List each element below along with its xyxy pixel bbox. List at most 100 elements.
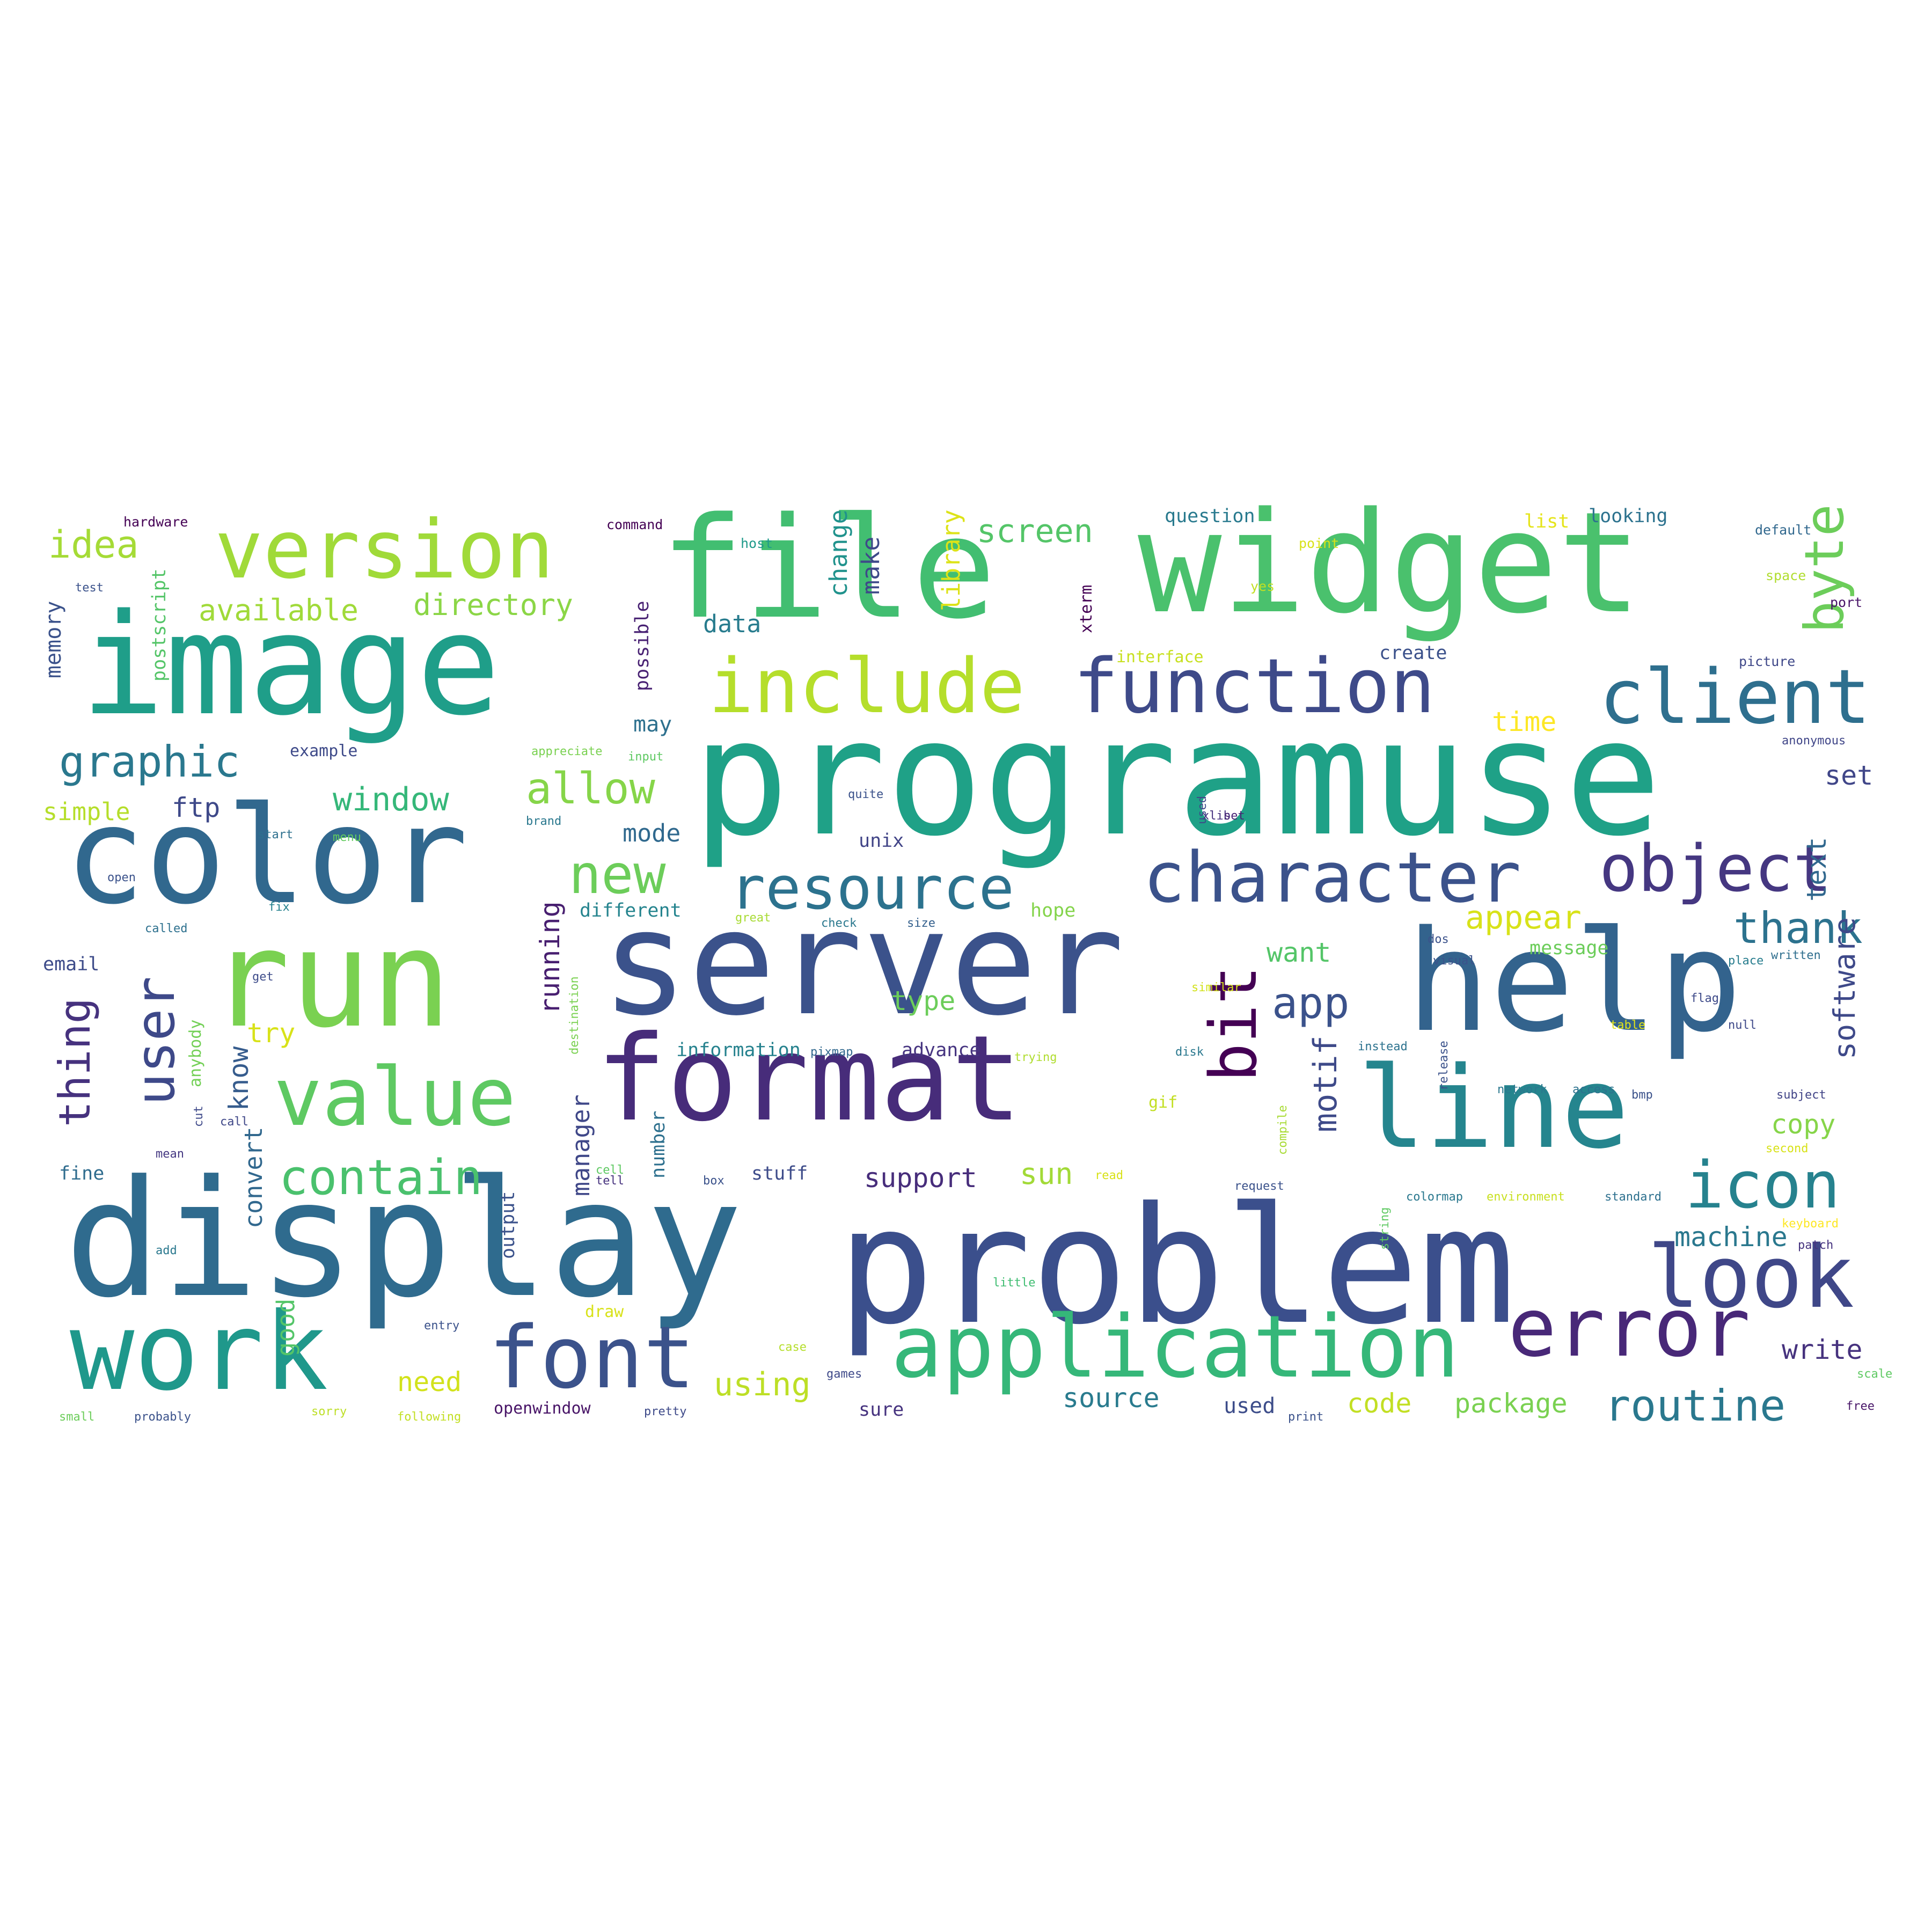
word-following: following [397,1410,462,1424]
word-message: message [1529,938,1609,959]
word-function: function [1073,643,1436,730]
word-example: example [290,742,358,760]
word-pretty: pretty [644,1405,687,1418]
word-open: open [107,871,136,884]
word-idea: idea [48,523,139,567]
word-second: second [1766,1142,1809,1155]
word-convert: convert [239,1126,268,1228]
word-unix: unix [859,830,904,852]
word-different: different [580,900,682,921]
word-hope: hope [1030,900,1076,921]
word-add: add [156,1244,177,1257]
word-icon: icon [1685,1148,1840,1223]
word-email: email [43,954,100,975]
word-used: used [1224,1394,1276,1418]
word-cut: cut [192,1105,206,1127]
word-text: text [1801,837,1832,902]
word-good: good [272,1298,300,1357]
word-case: case [778,1341,807,1354]
word-bmp: bmp [1631,1088,1653,1102]
word-may: may [633,712,672,737]
word-set: set [1825,760,1874,791]
word-write: write [1782,1334,1863,1365]
word-file: file [660,488,997,650]
word-release: release [1437,1041,1451,1091]
word-anonymous: anonymous [1782,734,1846,748]
word-interface: interface [1116,648,1204,667]
word-contain: contain [279,1150,483,1206]
word-output: output [497,1191,519,1259]
word-table: table [1610,1019,1646,1032]
word-small: small [59,1410,95,1424]
word-mode: mode [623,819,681,847]
word-programuse: programuse [692,684,1662,872]
word-allow: allow [526,764,655,814]
word-manager: manager [567,1094,595,1196]
word-data: data [703,610,762,638]
word-source: source [1063,1382,1160,1414]
word-postscript: postscript [149,568,170,682]
word-library: library [937,509,965,611]
word-number: number [648,1110,669,1179]
word-gif: gif [1148,1093,1178,1112]
word-sure: sure [859,1399,904,1421]
word-network: network [1497,1083,1547,1096]
word-place: place [1728,954,1764,968]
word-destination: destination [568,976,581,1055]
word-read: read [1095,1169,1123,1182]
word-try: try [247,1018,296,1049]
word-error: error [1508,1282,1751,1375]
word-print: print [1288,1410,1324,1424]
word-thing: thing [50,998,100,1127]
word-disk: disk [1175,1045,1204,1059]
word-image: image [80,584,501,747]
word-null: null [1728,1019,1757,1032]
word-object: object [1599,832,1832,906]
word-looking: looking [1589,506,1668,527]
word-stuff: stuff [751,1163,808,1184]
word-available: available [199,593,359,627]
word-keyboard: keyboard [1782,1217,1839,1231]
word-picture: picture [1739,654,1796,669]
word-port: port [1830,595,1863,610]
word-memory: memory [41,601,66,679]
word-dos: dos [1428,933,1449,946]
word-appreciate: appreciate [531,745,603,758]
word-quite: quite [848,788,884,801]
word-screen: screen [977,513,1093,550]
word-type: type [891,985,956,1016]
word-probably: probably [134,1410,191,1424]
word-copy: copy [1771,1109,1836,1140]
word-hardware: hardware [123,514,188,530]
word-entry: entry [424,1319,460,1333]
word-trying: trying [1014,1051,1057,1064]
word-called: called [145,922,188,935]
word-user: user [124,976,187,1106]
word-resource: resource [730,854,1014,923]
word-sorry: sorry [311,1405,347,1418]
word-get: get [252,970,274,984]
word-help: help [1406,901,1743,1063]
word-free: free [1846,1400,1875,1413]
word-app: app [1272,978,1350,1028]
word-want: want [1267,937,1331,968]
word-window: window [333,781,449,818]
word-used2: used [1196,796,1209,824]
word-environment: environment [1487,1190,1565,1204]
word-call: call [220,1115,248,1129]
word-routine: routine [1605,1381,1786,1431]
word-default: default [1755,522,1812,538]
word-possible: possible [632,601,653,691]
word-visual: visual [1433,954,1476,968]
word-create: create [1379,642,1447,664]
word-yes: yes [1250,579,1275,594]
word-ftp: ftp [172,792,221,823]
word-motif: motif [1307,1035,1344,1132]
word-package: package [1454,1388,1568,1419]
word-access: access [1572,1083,1615,1096]
word-value: value [274,1051,516,1144]
word-request: request [1234,1180,1284,1193]
word-openwindow: openwindow [494,1399,591,1418]
word-check: check [821,917,857,930]
